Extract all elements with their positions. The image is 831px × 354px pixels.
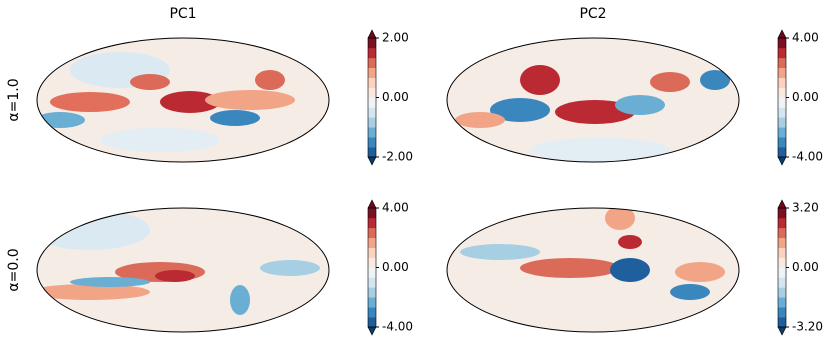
colorbar-bin <box>778 208 786 219</box>
colorbar-bin <box>778 227 786 239</box>
colorbar-bin <box>368 287 376 298</box>
colorbar-tick-label: -4.00 <box>382 320 413 334</box>
colorbar-tick-label: 0.00 <box>792 260 819 274</box>
colorbar-bin <box>368 107 376 118</box>
map <box>37 208 329 332</box>
colorbar-bin <box>368 227 376 239</box>
colorbar-bin <box>368 217 376 229</box>
colorbar-bin <box>368 47 376 59</box>
row-label: α=0.0 <box>6 248 22 291</box>
colorbar-bin <box>778 67 786 78</box>
colorbar-bin <box>368 307 376 318</box>
colorbar-bin <box>368 127 376 138</box>
colorbar-tick-label: 0.00 <box>382 260 409 274</box>
column-title: PC1 <box>169 6 196 22</box>
colorbar-bin <box>368 147 376 158</box>
colorbar-bin <box>368 208 376 219</box>
colorbar-bin <box>778 127 786 138</box>
row-label: α=1.0 <box>6 78 22 121</box>
colorbar-bin <box>368 77 376 88</box>
colorbar-bin <box>368 38 376 49</box>
colorbar-extend <box>777 326 787 336</box>
colorbar-tick-label: 0.00 <box>382 90 409 104</box>
colorbar-bin <box>368 297 376 308</box>
colorbar-bin <box>368 67 376 78</box>
colorbar-bin <box>778 107 786 118</box>
colorbar-bin <box>778 38 786 49</box>
colorbar-bin <box>778 147 786 158</box>
colorbar-bin <box>778 87 786 98</box>
colorbar-bin <box>368 277 376 288</box>
colorbar-tick-label: 0.00 <box>792 90 819 104</box>
colorbar-bin <box>778 317 786 328</box>
colorbar-bin <box>778 117 786 128</box>
colorbar-bin <box>778 247 786 258</box>
map <box>447 208 739 332</box>
colorbar-bin <box>778 57 786 69</box>
map <box>37 38 329 162</box>
colorbar-tick-label: 3.20 <box>792 201 819 215</box>
colorbar-tick-label: -3.20 <box>792 320 823 334</box>
colorbar-bin <box>368 317 376 328</box>
colorbar-extend <box>367 199 377 209</box>
colorbar-bin <box>368 97 376 108</box>
map-outline <box>36 37 740 333</box>
colorbar-bin <box>778 277 786 288</box>
colorbar-bin <box>368 237 376 248</box>
colorbar-tick-label: 2.00 <box>382 31 409 45</box>
column-title: PC2 <box>579 6 606 22</box>
colorbar-bin <box>368 257 376 268</box>
map <box>447 38 739 162</box>
colorbar-bin <box>368 137 376 148</box>
colorbar-bin <box>778 77 786 88</box>
colorbar-tick-label: -4.00 <box>792 150 823 164</box>
colorbar-bin <box>368 87 376 98</box>
colorbar-bin <box>778 297 786 308</box>
colorbar-bin <box>778 267 786 278</box>
colorbar-bin <box>778 287 786 298</box>
colorbar-tick-label: 4.00 <box>382 201 409 215</box>
colorbar-bin <box>778 217 786 229</box>
colorbar-extend <box>777 199 787 209</box>
colorbar-bin <box>778 307 786 318</box>
colorbar-bin <box>778 237 786 248</box>
colorbar-extend <box>367 29 377 39</box>
colorbar-bin <box>368 57 376 69</box>
colorbar-bin <box>778 137 786 148</box>
colorbar-bin <box>778 257 786 268</box>
colorbar-extend <box>777 156 787 166</box>
colorbar-bin <box>778 97 786 108</box>
colorbar-bin <box>368 247 376 258</box>
colorbar-bin <box>368 117 376 128</box>
colorbar-bin <box>368 267 376 278</box>
colorbar-tick-label: -2.00 <box>382 150 413 164</box>
colorbar-extend <box>777 29 787 39</box>
colorbar-tick-label: 4.00 <box>792 31 819 45</box>
colorbar-bin <box>778 47 786 59</box>
colorbar-extend <box>367 326 377 336</box>
colorbar-extend <box>367 156 377 166</box>
